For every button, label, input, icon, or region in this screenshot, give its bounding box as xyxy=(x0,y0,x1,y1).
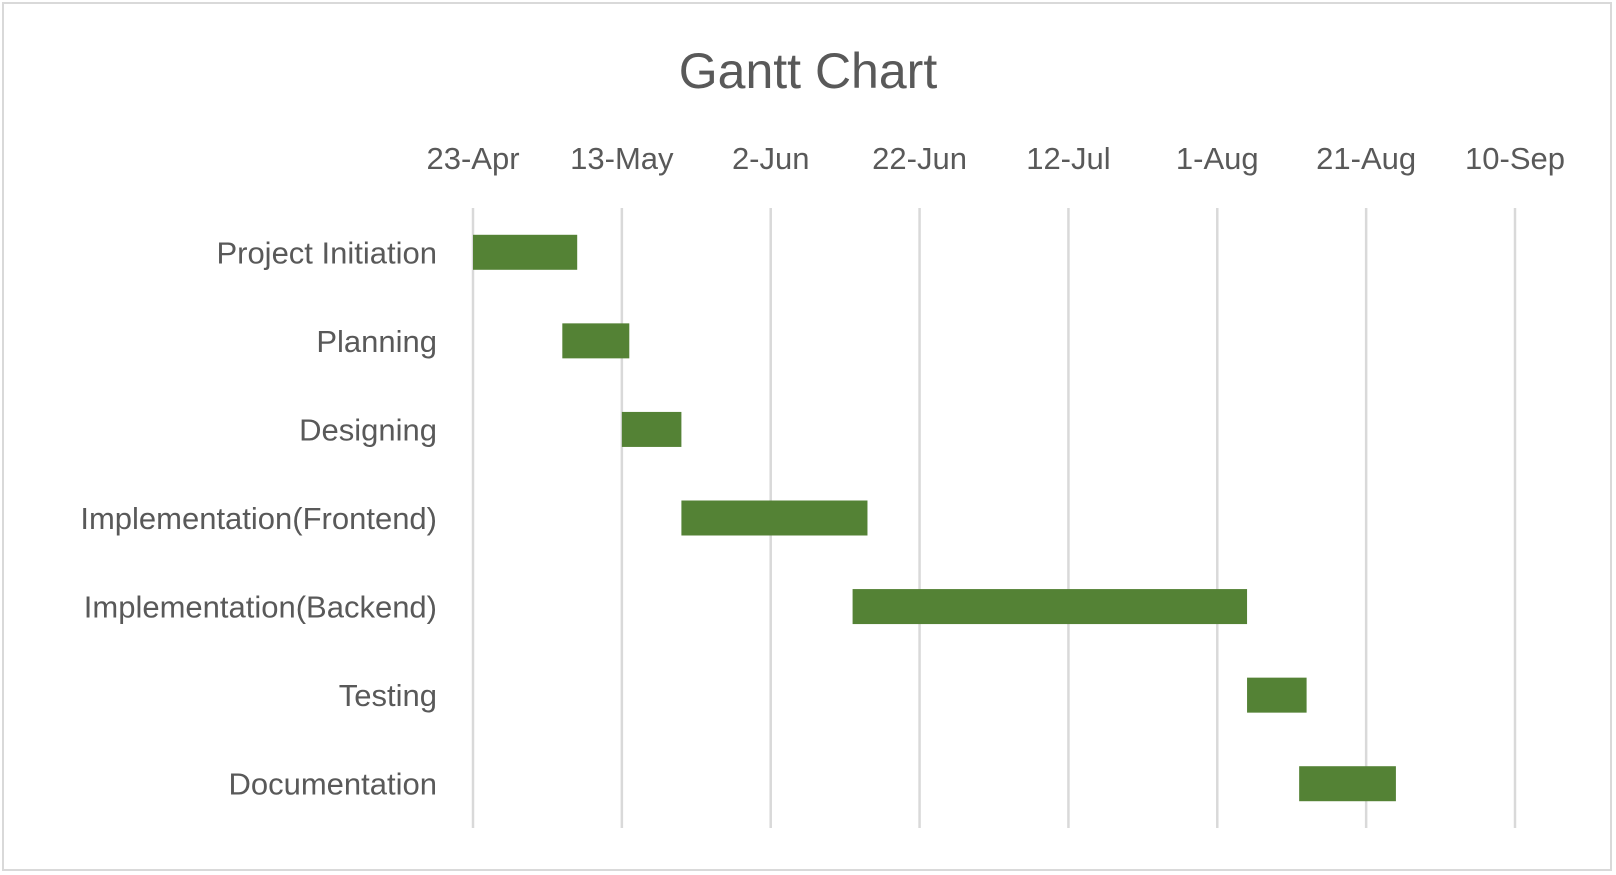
y-axis-categories: Project Initiation Planning Designing Imple… xyxy=(80,235,437,801)
category-label: Implementation(Backend) xyxy=(84,590,437,625)
x-tick-label: 13-May xyxy=(570,141,674,176)
x-tick-label: 22-Jun xyxy=(872,141,967,176)
x-tick-label: 21-Aug xyxy=(1316,141,1416,176)
x-tick-label: 23-Apr xyxy=(426,141,519,176)
category-label: Implementation(Frontend) xyxy=(80,501,437,536)
task-bar xyxy=(473,234,578,270)
category-label: Designing xyxy=(299,412,437,447)
task-bar xyxy=(1299,766,1396,802)
task-bars xyxy=(473,234,1396,802)
task-bar xyxy=(621,411,682,447)
task-bar xyxy=(562,323,630,359)
chart-title: Gantt Chart xyxy=(679,43,938,99)
x-axis-ticks: 23-Apr 13-May 2-Jun 22-Jun 12-Jul 1-Aug 21-Aug… xyxy=(426,141,1565,176)
x-tick-label: 10-Sep xyxy=(1465,141,1565,176)
task-bar xyxy=(1247,677,1307,713)
category-label: Testing xyxy=(339,678,437,713)
category-label: Planning xyxy=(316,324,437,359)
x-tick-label: 2-Jun xyxy=(732,141,810,176)
x-tick-label: 1-Aug xyxy=(1176,141,1259,176)
gridlines xyxy=(471,208,1517,828)
category-label: Documentation xyxy=(228,767,437,802)
task-bar xyxy=(852,589,1248,625)
task-bar xyxy=(681,500,868,536)
category-label: Project Initiation xyxy=(216,235,437,270)
x-tick-label: 12-Jul xyxy=(1026,141,1110,176)
